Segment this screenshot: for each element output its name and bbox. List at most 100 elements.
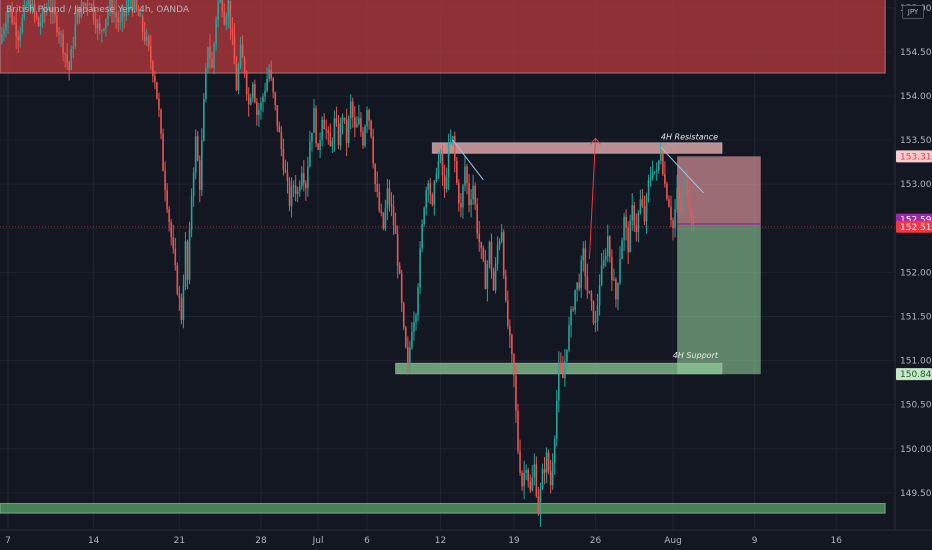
candle-body: [188, 229, 191, 280]
candle-body: [480, 242, 483, 248]
symbol-legend[interactable]: British Pound / Japanese Yen, 4h, OANDA: [6, 5, 190, 15]
candle-body: [68, 62, 70, 71]
candle-body: [294, 185, 297, 194]
candle-body: [417, 287, 419, 316]
candle-body: [180, 298, 183, 321]
candle-body: [160, 109, 162, 134]
candle-body: [156, 82, 158, 99]
candle-body: [323, 119, 325, 129]
candle-body: [553, 438, 556, 464]
candle-body: [182, 286, 185, 321]
price-axis[interactable]: 149.500 150.000 150.500 151.000 151.500 152.0…: [894, 0, 932, 550]
candle-body: [298, 186, 301, 192]
candle-body: [137, 9, 140, 17]
candle-body: [237, 67, 240, 91]
candle-body: [502, 232, 505, 276]
candle-body: [541, 469, 544, 490]
time-axis-bg: [0, 530, 932, 550]
candle-body: [127, 0, 130, 9]
candle-body: [613, 279, 615, 281]
candle-body: [82, 2, 85, 6]
candle-body: [486, 264, 489, 289]
candle-body: [372, 136, 374, 165]
candle-body: [162, 133, 164, 171]
candle-body: [286, 172, 289, 182]
candle-body: [482, 247, 485, 261]
candle-body: [419, 248, 421, 288]
candle-body: [402, 303, 405, 328]
candle-body: [241, 44, 244, 58]
candle-body: [152, 62, 154, 77]
candle-body: [54, 6, 56, 16]
candle-body: [145, 36, 148, 41]
candle-body: [615, 279, 617, 300]
candle-body: [92, 4, 95, 20]
position-target-zone: [677, 223, 761, 375]
candle-body: [682, 189, 685, 212]
x-tick-label: 7: [5, 536, 11, 546]
candle-body: [660, 153, 662, 161]
zone-label: 4H Support: [673, 351, 719, 360]
candle-body: [549, 471, 552, 486]
candle-body: [333, 118, 336, 142]
candle-body: [358, 117, 360, 124]
candle-body: [586, 276, 589, 292]
candle-body: [303, 173, 305, 184]
candle-body: [141, 15, 144, 32]
candle-body: [76, 6, 79, 24]
candle-body: [511, 335, 513, 355]
candle-body: [62, 34, 64, 54]
candle-body: [58, 32, 60, 35]
currency-button[interactable]: JPY: [902, 5, 924, 19]
candle-body: [235, 64, 238, 91]
candle-body: [617, 283, 619, 300]
x-tick-label: Jul: [312, 536, 324, 546]
candle-body: [23, 5, 26, 18]
candle-body: [496, 245, 499, 264]
candle-body: [427, 183, 430, 191]
candle-body: [123, 12, 126, 16]
candle-body: [166, 190, 168, 210]
candle-body: [370, 120, 372, 137]
candle-body: [105, 18, 107, 29]
candle-body: [449, 141, 452, 143]
y-tick-label: 151.000: [900, 357, 932, 367]
candle-body: [1, 34, 3, 44]
candle-body: [311, 132, 313, 142]
candle-body: [647, 180, 650, 196]
trend-line: [660, 146, 705, 194]
candle-body: [398, 265, 401, 274]
candle-body: [598, 285, 601, 306]
candle-body: [78, 6, 81, 17]
candle-body: [621, 240, 623, 259]
candle-body: [192, 172, 195, 196]
candle-body: [129, 0, 132, 1]
candle-body: [94, 19, 97, 28]
candle-body: [429, 183, 432, 196]
candle-body: [84, 3, 87, 6]
candle-body: [396, 233, 399, 266]
candle-body: [219, 0, 221, 3]
candle-body: [453, 136, 456, 161]
candle-body: [386, 188, 389, 209]
candle-body: [637, 213, 640, 233]
candle-body: [672, 220, 674, 229]
candle-body: [535, 464, 538, 496]
candle-body: [290, 186, 293, 207]
candle-body: [239, 44, 242, 68]
candle-body: [492, 271, 495, 291]
candle-body: [176, 265, 179, 294]
candle-body: [451, 136, 454, 142]
candle-body: [376, 184, 379, 193]
candle-body: [519, 451, 521, 473]
x-tick-label: Aug: [664, 536, 682, 546]
candle-body: [288, 181, 291, 207]
candle-body: [351, 101, 354, 118]
candle-body: [662, 153, 664, 175]
candle-body: [692, 220, 695, 225]
price-badge: [896, 150, 932, 163]
candle-body: [207, 47, 209, 68]
time-axis[interactable]: 7 14 21 28 Jul 6 12 19 26 Aug 9 16: [0, 529, 932, 550]
candle-body: [572, 309, 574, 311]
